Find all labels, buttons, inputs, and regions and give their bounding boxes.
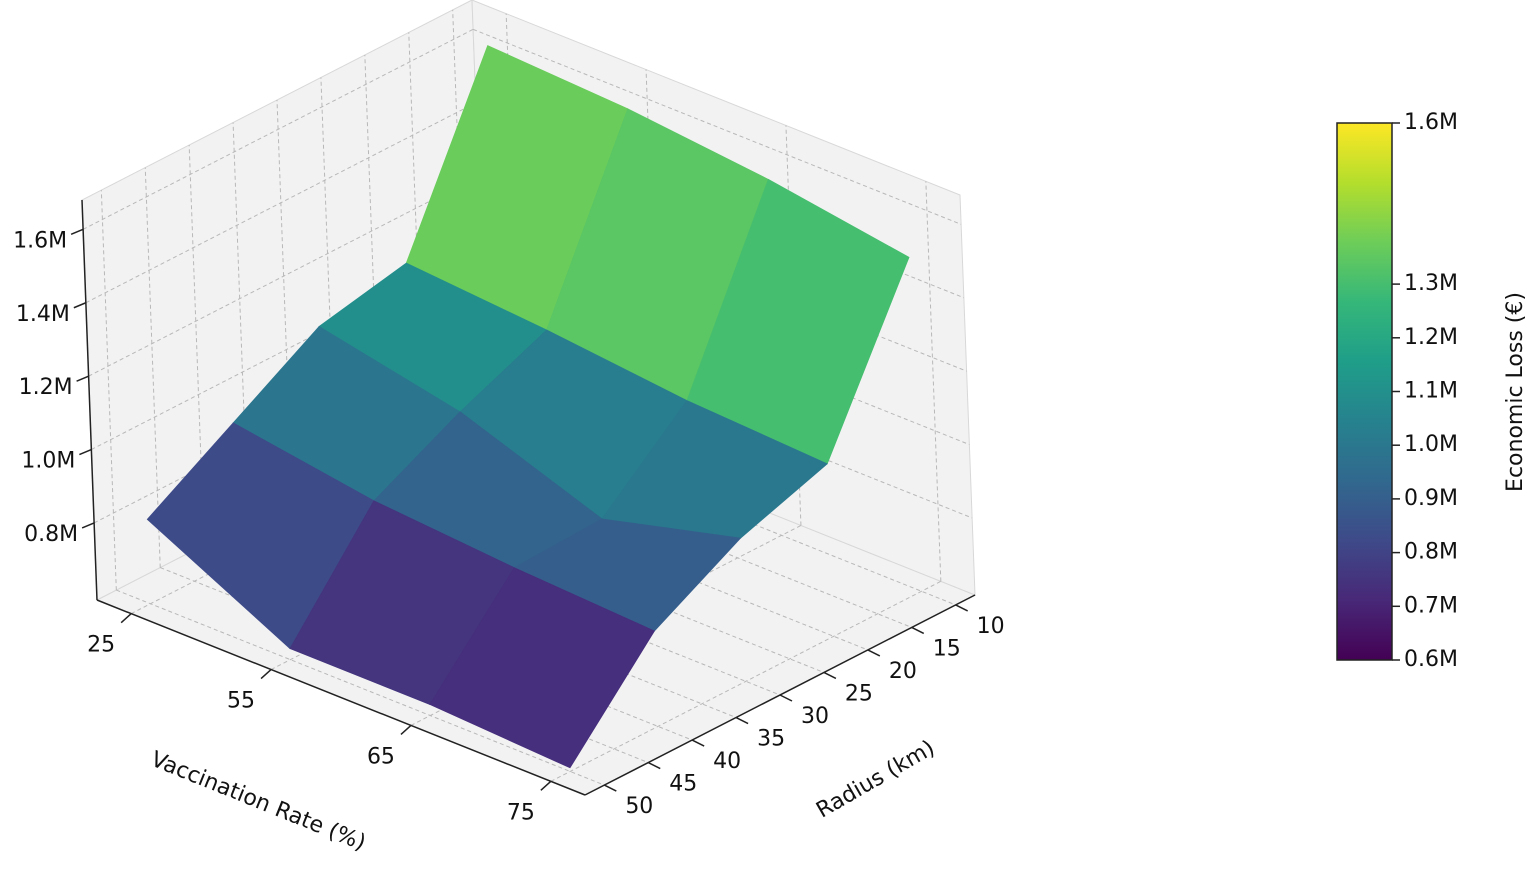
surface-face	[429, 567, 655, 769]
z-tick-label: 1.4M	[16, 302, 70, 327]
y-tick	[603, 784, 617, 792]
x-axis-title: Vaccination Rate (%)	[147, 747, 369, 856]
y-tick-label: 50	[625, 794, 653, 819]
grid-line	[925, 181, 942, 582]
x-tick-label: 25	[87, 633, 115, 658]
grid-line	[550, 580, 942, 782]
z-tick	[79, 448, 92, 456]
y-tick	[867, 649, 881, 657]
grid-line	[88, 175, 479, 377]
z-tick	[76, 375, 89, 382]
z-tick	[81, 522, 95, 529]
y-tick	[779, 694, 793, 702]
y-tick-label: 45	[669, 772, 697, 797]
y-tick-label: 30	[801, 704, 829, 729]
z-tick-label: 1.0M	[21, 449, 75, 474]
colorbar-tick-label: 0.9M	[1404, 486, 1458, 511]
y-axis-title: Radius (km)	[812, 736, 939, 824]
x-tick	[540, 780, 552, 791]
x-tick-label: 75	[507, 800, 535, 825]
y-tick	[823, 671, 837, 680]
y-tick	[735, 716, 749, 725]
colorbar-tick-label: 1.3M	[1404, 271, 1458, 296]
colorbar-tick-label: 0.8M	[1404, 540, 1458, 565]
x-axis-line	[96, 599, 586, 796]
colorbar-tick-label: 1.2M	[1404, 325, 1458, 350]
z-tick-label: 1.2M	[19, 375, 73, 400]
y-tick	[911, 626, 925, 635]
z-tick-label: 0.8M	[24, 522, 78, 547]
y-tick-label: 15	[933, 636, 961, 661]
colorbar-tick-label: 1.1M	[1404, 379, 1458, 404]
z-tick	[70, 228, 84, 236]
y-tick	[647, 761, 661, 770]
x-tick-label: 55	[227, 689, 255, 714]
colorbar: 0.6M 0.7M 0.8M 0.9M 1.0M 1.1M 1.2M 1.3M 1.6M	[1336, 110, 1458, 672]
colorbar-tick-label: 0.6M	[1404, 647, 1458, 672]
y-tick-label: 25	[845, 681, 873, 706]
z-tick	[73, 302, 87, 309]
x-tick-label: 65	[367, 744, 395, 769]
grid-line	[144, 167, 161, 568]
grid-line	[116, 589, 605, 786]
y-tick-label: 10	[977, 614, 1005, 639]
x-tick	[120, 613, 132, 624]
y-tick	[691, 739, 705, 747]
x-tick	[260, 668, 272, 680]
colorbar-tick-label: 1.0M	[1404, 432, 1458, 457]
y-tick-label: 35	[757, 727, 785, 752]
grid-line	[85, 102, 477, 304]
z-tick-label: 1.6M	[13, 228, 67, 253]
y-tick-label: 20	[889, 659, 917, 684]
surface	[146, 45, 910, 769]
colorbar-tick-label: 0.7M	[1404, 593, 1458, 618]
grid-line	[100, 190, 117, 591]
colorbar-tick-label: 1.6M	[1404, 110, 1458, 135]
colorbar-scale	[1336, 122, 1393, 661]
y-tick-label: 40	[713, 749, 741, 774]
x-tick	[400, 724, 412, 736]
z-axis-line	[81, 199, 98, 601]
colorbar-title: Economic Loss (€)	[1503, 292, 1528, 492]
grid-line	[82, 28, 474, 230]
y-tick	[955, 604, 969, 612]
axes: 25 55 65 75 10 15 20 25 30 35 40 45 50 0.8M 1.0M 1.2M 1.…	[13, 199, 1005, 825]
grid-line	[472, 28, 962, 225]
